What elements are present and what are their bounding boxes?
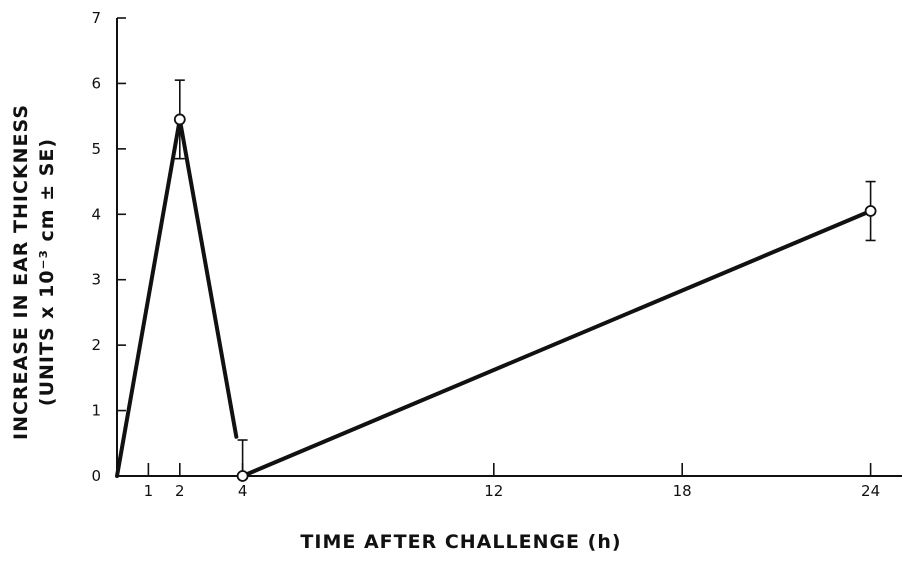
x-axis-title: TIME AFTER CHALLENGE (h) [300, 531, 621, 553]
y-tick-label: 3 [91, 271, 101, 289]
x-tick-label: 4 [238, 482, 248, 500]
data-point [236, 470, 249, 482]
x-tick-label: 18 [673, 482, 692, 500]
y-axis-title-line1: INCREASE IN EAR THICKNESS [10, 104, 32, 440]
data-point [173, 113, 186, 126]
series-layer [115, 119, 873, 478]
x-tick-label: 1 [144, 482, 154, 500]
y-tick-label: 4 [91, 205, 101, 223]
series-line [115, 119, 239, 478]
series-line [240, 209, 873, 478]
y-tick-label: 1 [91, 402, 101, 420]
y-tick-label: 2 [91, 336, 101, 354]
y-axis-title-group-2: (UNITS x 10⁻³ cm ± SE) [36, 138, 58, 406]
y-tick-label: 7 [91, 9, 101, 27]
y-tick-label: 0 [91, 467, 101, 485]
x-tick-label: 2 [175, 482, 185, 500]
y-tick-label: 5 [91, 140, 101, 158]
y-axis-title-group: INCREASE IN EAR THICKNESS [10, 104, 32, 440]
y-tick-label: 6 [91, 74, 101, 92]
y-axis-title-line2: (UNITS x 10⁻³ cm ± SE) [36, 138, 58, 406]
data-point [864, 205, 877, 217]
points-layer [173, 79, 877, 482]
x-tick-label: 12 [484, 482, 503, 500]
x-tick-label: 24 [861, 482, 880, 500]
